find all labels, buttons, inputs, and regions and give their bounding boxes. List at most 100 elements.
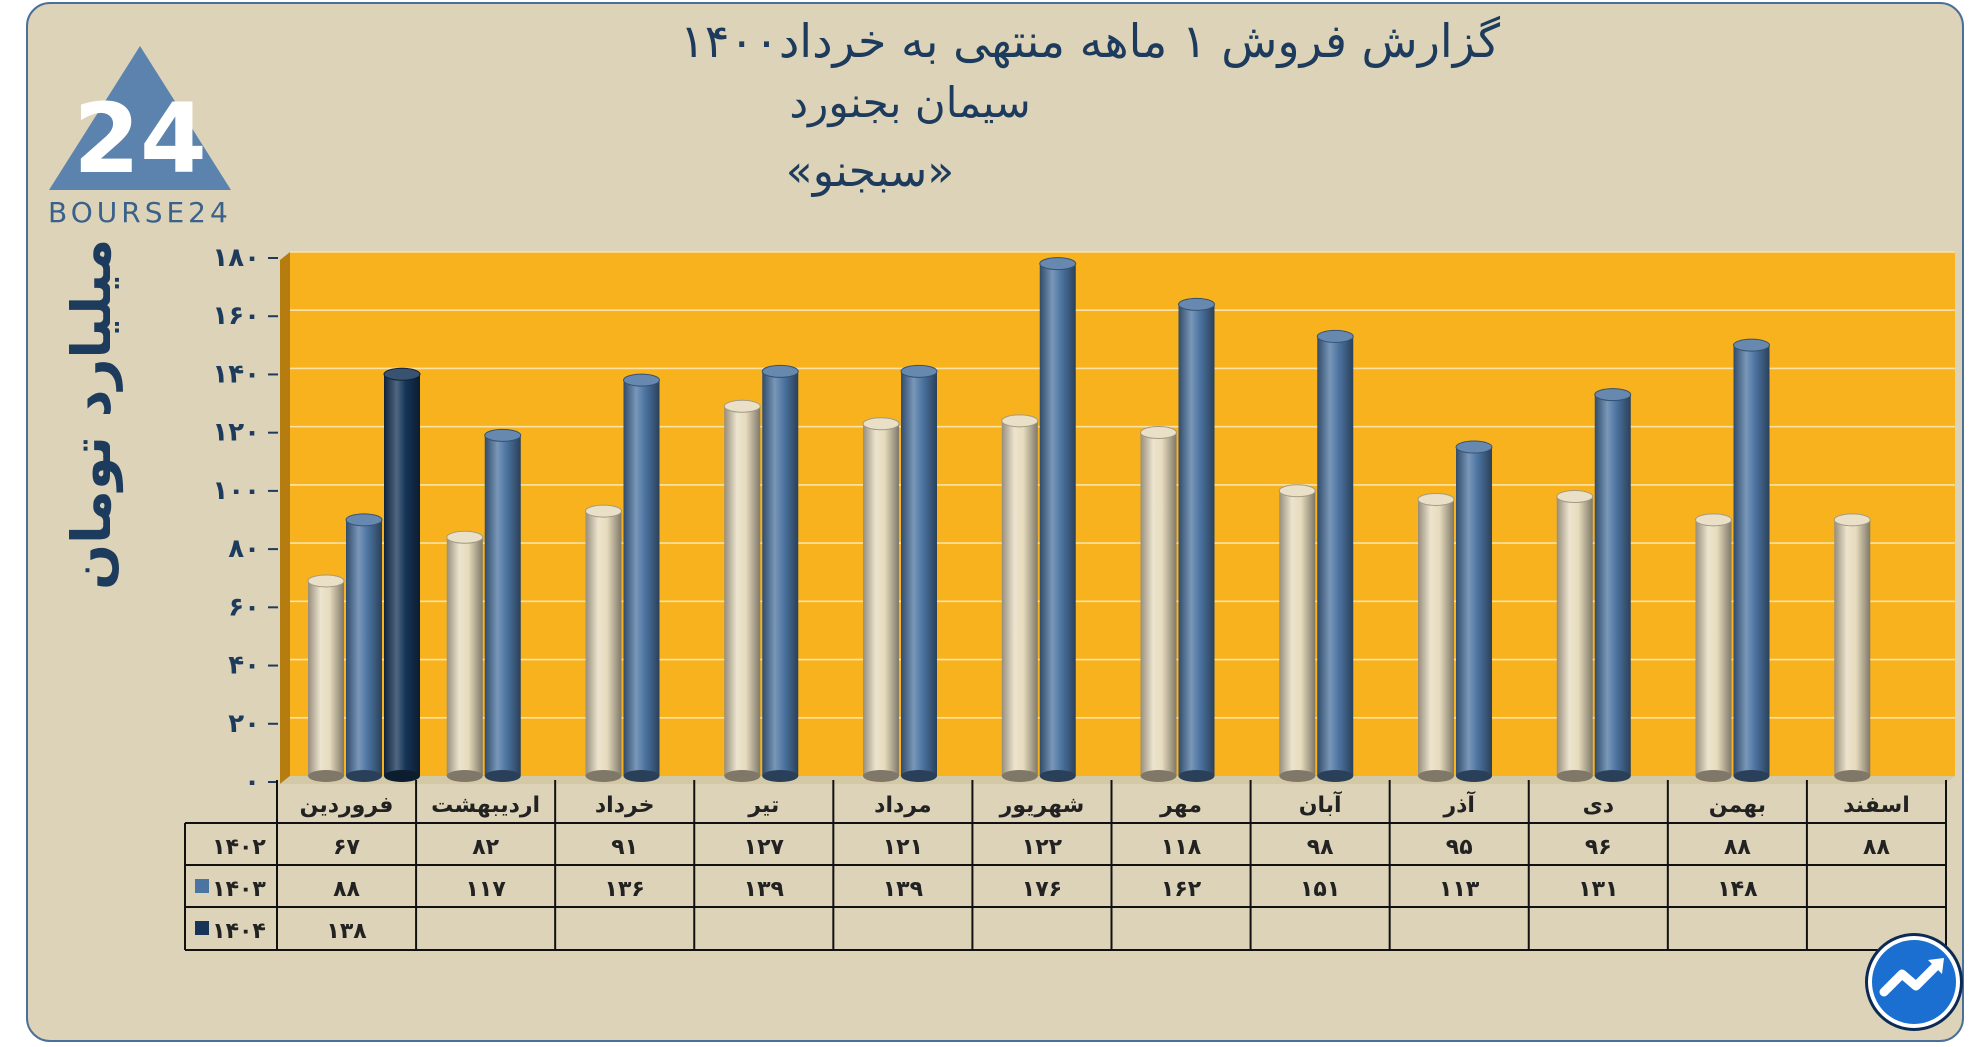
data-label-۱۴۰۳-مرداد: ۱۳۹: [883, 877, 923, 902]
data-label-۱۴۰۳-اردیبهشت: ۱۱۷: [465, 877, 506, 902]
bar-top-۱۴۰۳-فروردین: [345, 513, 383, 527]
data-label-۱۴۰۳-خرداد: ۱۳۶: [605, 877, 645, 902]
bar-top-۱۴۰۲-فروردین: [307, 574, 345, 588]
y-tick-label: ۱۲۰: [212, 418, 260, 448]
bar-base-۱۴۰۳-آذر: [1456, 770, 1492, 782]
bar-۱۴۰۲-آبان: [1279, 490, 1316, 776]
y-tick-label: ۱۰۰: [212, 476, 260, 506]
data-label-۱۴۰۲-تیر: ۱۲۷: [744, 835, 785, 860]
bar-۱۴۰۲-مهر: [1140, 432, 1177, 776]
bar-۱۴۰۲-دی: [1556, 496, 1593, 776]
bar-base-۱۴۰۳-خرداد: [623, 770, 660, 782]
bar-base-۱۴۰۲-آبان: [1279, 770, 1316, 782]
legend-label-۱۴۰۴: ۱۴۰۴: [212, 919, 266, 944]
bar-۱۴۰۲-بهمن: [1695, 519, 1732, 776]
y-tick-label: ۰: [244, 767, 260, 797]
bar-۱۴۰۳-مهر: [1178, 304, 1215, 776]
plot-floor: [280, 776, 1955, 784]
data-label-۱۴۰۳-شهریور: ۱۷۶: [1022, 877, 1062, 902]
bar-base-۱۴۰۲-مرداد: [863, 770, 899, 782]
bar-top-۱۴۰۳-مرداد: [900, 364, 938, 378]
category-label-فروردین: فروردین: [300, 793, 394, 818]
bar-top-۱۴۰۲-مهر: [1140, 425, 1177, 439]
y-tick-label: ۱۴۰: [212, 359, 260, 389]
category-label-شهریور: شهریور: [999, 793, 1085, 818]
legend-key-۱۴۰۴: [195, 921, 209, 935]
y-tick-label: ۸۰: [228, 534, 260, 564]
bar-base-۱۴۰۲-تیر: [724, 770, 761, 782]
bar-۱۴۰۲-تیر: [724, 406, 761, 776]
bar-base-۱۴۰۲-خرداد: [585, 770, 622, 782]
bar-top-۱۴۰۳-خرداد: [623, 373, 660, 387]
data-label-۱۴۰۲-اسفند: ۸۸: [1863, 835, 1890, 860]
bar-top-۱۴۰۳-بهمن: [1733, 338, 1770, 352]
category-label-اردیبهشت: اردیبهشت: [431, 793, 540, 818]
bar-۱۴۰۲-فروردین: [308, 580, 344, 776]
bar-base-۱۴۰۲-بهمن: [1695, 770, 1732, 782]
logo-text: BOURSE24: [48, 196, 232, 229]
bar-۱۴۰۳-اردیبهشت: [484, 435, 521, 776]
bar-base-۱۴۰۳-مرداد: [901, 770, 937, 782]
bar-top-۱۴۰۳-اردیبهشت: [484, 428, 522, 442]
data-label-۱۴۰۲-اردیبهشت: ۸۲: [472, 835, 499, 860]
category-label-مهر: مهر: [1159, 793, 1202, 818]
bar-base-۱۴۰۳-اردیبهشت: [484, 770, 521, 782]
bar-۱۴۰۳-آبان: [1317, 336, 1354, 776]
bar-top-۱۴۰۳-مهر: [1178, 297, 1215, 311]
chart-subtitle-company: سیمان بجنورد: [789, 78, 1031, 127]
data-label-۱۴۰۳-تیر: ۱۳۹: [744, 877, 784, 902]
data-label-۱۴۰۲-آذر: ۹۵: [1446, 835, 1473, 860]
bar-top-۱۴۰۲-مرداد: [862, 417, 900, 431]
y-tick-label: ۱۶۰: [212, 301, 260, 331]
data-label-۱۴۰۲-آبان: ۹۸: [1307, 835, 1334, 860]
data-label-۱۴۰۲-فروردین: ۶۷: [333, 835, 360, 860]
bar-top-۱۴۰۳-آذر: [1455, 440, 1493, 454]
bar-۱۴۰۳-بهمن: [1733, 345, 1770, 776]
plot-area: [290, 252, 1955, 776]
data-label-۱۴۰۲-بهمن: ۸۸: [1724, 835, 1751, 860]
category-label-خرداد: خرداد: [595, 793, 655, 818]
data-label-۱۴۰۴-فروردین: ۱۳۸: [326, 919, 367, 944]
bar-base-۱۴۰۲-فروردین: [308, 770, 344, 782]
bar-top-۱۴۰۲-خرداد: [585, 504, 622, 518]
bar-۱۴۰۳-شهریور: [1039, 263, 1076, 777]
bar-۱۴۰۳-آذر: [1456, 447, 1492, 776]
category-label-آذر: آذر: [1442, 790, 1475, 818]
data-label-۱۴۰۳-بهمن: ۱۴۸: [1717, 877, 1758, 902]
bar-top-۱۴۰۲-بهمن: [1695, 513, 1732, 527]
bar-base-۱۴۰۳-آبان: [1317, 770, 1354, 782]
data-label-۱۴۰۲-دی: ۹۶: [1585, 835, 1612, 860]
bar-top-۱۴۰۳-دی: [1594, 388, 1632, 402]
bar-top-۱۴۰۴-فروردین: [383, 367, 421, 381]
bar-base-۱۴۰۲-اردیبهشت: [446, 770, 483, 782]
bar-top-۱۴۰۲-دی: [1556, 490, 1594, 504]
bar-top-۱۴۰۲-اسفند: [1833, 513, 1871, 527]
bar-۱۴۰۲-آذر: [1418, 499, 1454, 776]
y-tick-label: ۱۸۰: [212, 243, 260, 273]
bar-base-۱۴۰۳-شهریور: [1039, 770, 1076, 782]
bar-۱۴۰۲-اردیبهشت: [446, 537, 483, 776]
data-label-۱۴۰۳-آذر: ۱۱۳: [1439, 877, 1480, 902]
data-label-۱۴۰۳-آبان: ۱۵۱: [1300, 877, 1340, 902]
bar-۱۴۰۲-اسفند: [1834, 519, 1871, 776]
bar-base-۱۴۰۳-بهمن: [1733, 770, 1770, 782]
trend-badge-icon: [1868, 936, 1960, 1028]
data-label-۱۴۰۲-مهر: ۱۱۸: [1161, 835, 1202, 860]
y-tick-label: ۴۰: [228, 651, 260, 681]
bar-top-۱۴۰۲-تیر: [723, 399, 761, 413]
bar-۱۴۰۳-دی: [1594, 394, 1631, 776]
bar-base-۱۴۰۴-فروردین: [384, 770, 420, 782]
data-label-۱۴۰۳-مهر: ۱۶۲: [1161, 877, 1202, 902]
bar-base-۱۴۰۲-دی: [1556, 770, 1593, 782]
y-tick-label: ۲۰: [228, 709, 260, 739]
bar-۱۴۰۲-مرداد: [863, 423, 899, 776]
bar-top-۱۴۰۳-شهریور: [1039, 257, 1077, 271]
plot-side-wall: [280, 252, 290, 784]
bar-۱۴۰۳-مرداد: [901, 371, 937, 776]
bar-top-۱۴۰۲-اردیبهشت: [446, 530, 484, 544]
bar-top-۱۴۰۳-تیر: [761, 364, 799, 378]
data-label-۱۴۰۲-شهریور: ۱۲۲: [1022, 835, 1063, 860]
category-label-آبان: آبان: [1299, 790, 1342, 818]
data-label-۱۴۰۳-فروردین: ۸۸: [333, 877, 360, 902]
